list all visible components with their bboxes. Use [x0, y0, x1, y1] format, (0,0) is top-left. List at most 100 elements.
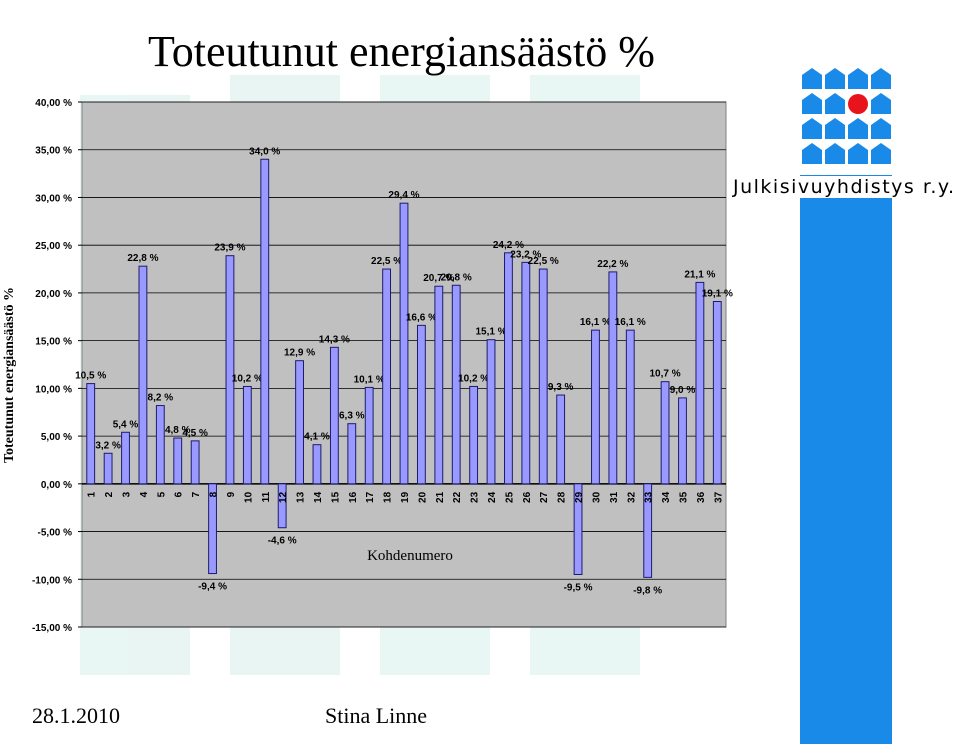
logo-house-tile: [802, 68, 822, 89]
x-tick-label: 19: [400, 491, 411, 503]
x-tick-label: 37: [713, 491, 724, 503]
data-label: 29,4 %: [388, 190, 419, 201]
bar: [364, 386, 374, 485]
data-label: 22,5 %: [371, 256, 402, 267]
data-label: 4,1 %: [304, 432, 330, 443]
y-tick-label: -5,00 %: [38, 528, 73, 539]
x-tick-label: 15: [330, 491, 341, 503]
data-label: 6,3 %: [339, 411, 365, 422]
bar: [225, 255, 235, 485]
x-tick-label: 28: [557, 491, 568, 503]
data-label: 4,8 %: [165, 425, 191, 436]
y-tick-label: 40,00 %: [35, 98, 72, 109]
bar: [643, 483, 653, 578]
footer-date: 28.1.2010: [32, 703, 120, 728]
data-label: 23,2 %: [510, 249, 541, 260]
logo-house-tile: [825, 68, 845, 89]
data-label: 10,1 %: [354, 374, 385, 385]
x-tick-label: 14: [313, 491, 324, 503]
y-tick-label: 35,00 %: [35, 146, 72, 157]
bar: [521, 261, 531, 485]
logo-house-tile: [825, 93, 845, 114]
x-tick-label: 3: [122, 491, 133, 497]
data-label: 19,1 %: [702, 289, 733, 300]
data-label: -9,4 %: [198, 582, 227, 593]
data-label: 3,2 %: [95, 440, 121, 451]
logo-house-tile: [848, 143, 868, 164]
x-tick-label: 6: [174, 491, 185, 497]
bar: [190, 440, 200, 485]
data-label: 12,9 %: [284, 348, 315, 359]
bar: [695, 281, 705, 485]
logo-house-tile: [802, 118, 822, 139]
data-label: 9,3 %: [548, 382, 574, 393]
logo-red-dot: [848, 94, 868, 114]
bar: [573, 483, 583, 575]
data-label: 14,3 %: [319, 334, 350, 345]
x-tick-label: 18: [383, 491, 394, 503]
x-tick-label: 7: [191, 491, 202, 497]
data-label: 10,5 %: [75, 371, 106, 382]
bar: [486, 339, 496, 485]
organization-name: Julkisivuyhdistys r.y.: [733, 176, 958, 198]
bar: [399, 202, 409, 485]
y-tick-label: 0,00 %: [41, 480, 72, 491]
data-label: 15,1 %: [475, 327, 506, 338]
data-label: 8,2 %: [148, 393, 174, 404]
data-label: 10,2 %: [232, 373, 263, 384]
y-tick-label: 5,00 %: [41, 432, 72, 443]
data-label: 20,8 %: [441, 272, 472, 283]
x-tick-label: 2: [104, 491, 115, 497]
bar: [712, 301, 722, 485]
logo-house-tile: [802, 143, 822, 164]
bar: [451, 284, 461, 485]
logo-house-tile: [871, 93, 891, 114]
bar: [103, 452, 113, 485]
x-tick-label: 22: [452, 491, 463, 503]
logo-house-tile: [802, 93, 822, 114]
bar: [416, 324, 426, 485]
data-label: -9,5 %: [564, 583, 593, 594]
x-tick-label: 34: [661, 491, 672, 503]
x-tick-label: 30: [591, 491, 602, 503]
bar: [625, 329, 635, 485]
bar: [295, 360, 304, 485]
bar: [504, 252, 513, 485]
x-tick-label: 26: [522, 491, 533, 503]
bar: [434, 285, 444, 485]
bar: [121, 431, 130, 485]
x-tick-label: 23: [470, 491, 481, 503]
data-label: 16,6 %: [406, 312, 437, 323]
bar: [678, 397, 687, 485]
organization-logo: [802, 68, 891, 164]
logo-house-tile: [848, 118, 868, 139]
logo-house-tile: [871, 68, 891, 89]
data-label: 22,8 %: [127, 253, 158, 264]
data-label: 20,7 %: [423, 273, 454, 284]
y-axis-title: Toteutunut energiansäästö %: [2, 287, 17, 463]
data-label: 10,2 %: [458, 373, 489, 384]
x-tick-label: 24: [487, 491, 498, 503]
y-tick-label: 10,00 %: [35, 384, 72, 395]
bar: [538, 268, 548, 485]
x-tick-label: 5: [156, 491, 167, 497]
x-tick-label: 35: [678, 491, 689, 503]
x-tick-label: 20: [417, 491, 428, 503]
bar: [208, 483, 217, 575]
data-label: 9,0 %: [670, 385, 696, 396]
logo-house-tile: [825, 143, 845, 164]
data-label: 21,1 %: [684, 269, 715, 280]
x-tick-label: 4: [139, 491, 150, 497]
x-tick-label: 9: [226, 491, 237, 497]
bar: [608, 271, 618, 485]
x-axis-title: Kohdenumero: [367, 548, 453, 564]
x-tick-label: 17: [365, 491, 376, 503]
data-label: 23,9 %: [214, 243, 245, 254]
bar: [312, 444, 322, 485]
x-tick-label: 32: [626, 491, 637, 503]
data-label: 22,2 %: [597, 259, 628, 270]
y-tick-label: 15,00 %: [35, 337, 72, 348]
bar: [660, 381, 670, 485]
x-tick-label: 31: [609, 491, 620, 503]
x-tick-label: 25: [504, 491, 515, 503]
